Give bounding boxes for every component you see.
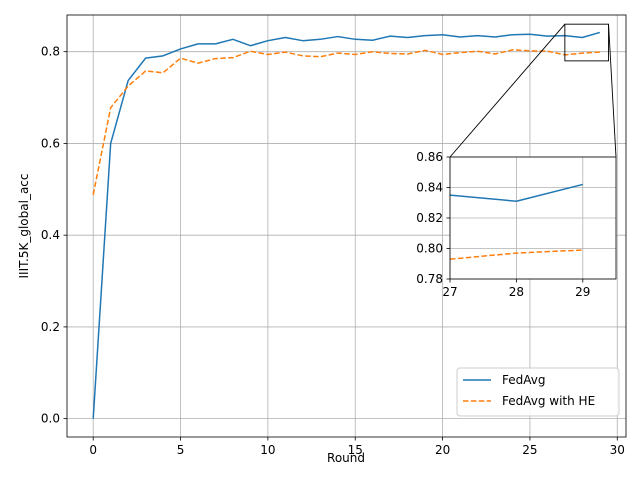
inset-x-tick-label: 27 <box>442 285 457 299</box>
main-x-tick-label: 10 <box>260 443 275 457</box>
inset-y-tick-label: 0.78 <box>416 272 443 286</box>
inset-series-line-1 <box>449 249 583 260</box>
inset-x-tick-label: 29 <box>575 285 590 299</box>
main-y-tick-label: 0.4 <box>41 228 60 242</box>
y-axis-label: IIIT.5K_global_acc <box>17 174 31 279</box>
x-axis-label: Round <box>327 451 365 465</box>
main-x-tick-label: 25 <box>522 443 537 457</box>
main-lines <box>92 31 601 419</box>
inset-y-tick-label: 0.86 <box>416 150 443 164</box>
main-y-tick-label: 0.8 <box>41 45 60 59</box>
inset-series-line-0 <box>449 183 583 202</box>
zoom-region-box <box>564 23 609 62</box>
main-y-tick-label: 0.0 <box>41 412 60 426</box>
main-x-tick-label: 20 <box>435 443 450 457</box>
main-y-tick-label: 0.6 <box>41 136 60 150</box>
legend-box <box>456 367 620 417</box>
legend: FedAvg FedAvg with HE <box>456 367 620 417</box>
inset-ticks: 27 28 29 0.78 0.80 0.82 0.84 0.86 <box>416 150 590 299</box>
main-ticks: 0 5 10 15 20 25 30 0.0 0.2 0.4 0.6 0.8 <box>41 45 625 457</box>
main-x-tick-label: 5 <box>177 443 185 457</box>
inset-plot: 27 28 29 0.78 0.80 0.82 0.84 0.86 <box>416 150 617 299</box>
main-plot-frame <box>66 14 627 438</box>
legend-label-fedavg-he: FedAvg with HE <box>502 394 595 408</box>
inset-y-tick-label: 0.80 <box>416 242 443 256</box>
legend-label-fedavg: FedAvg <box>502 373 545 387</box>
zoom-connector <box>449 23 566 158</box>
main-y-tick-label: 0.2 <box>41 320 60 334</box>
zoom-connector <box>608 24 617 158</box>
main-series-line-1 <box>92 49 600 195</box>
main-x-tick-label: 30 <box>610 443 625 457</box>
inset-lines <box>449 183 583 260</box>
zoom-indicator <box>449 23 617 158</box>
main-series-line-0 <box>92 31 601 419</box>
main-x-tick-label: 15 <box>348 443 363 457</box>
inset-y-tick-label: 0.82 <box>416 211 443 225</box>
main-x-tick-label: 0 <box>89 443 97 457</box>
inset-x-tick-label: 28 <box>509 285 524 299</box>
inset-y-tick-label: 0.84 <box>416 181 443 195</box>
inset-frame <box>449 156 617 280</box>
